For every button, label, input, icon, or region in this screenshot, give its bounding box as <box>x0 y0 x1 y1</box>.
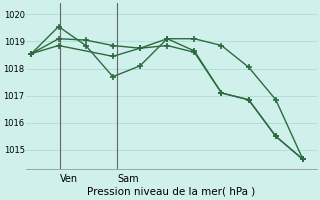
X-axis label: Pression niveau de la mer( hPa ): Pression niveau de la mer( hPa ) <box>87 187 255 197</box>
